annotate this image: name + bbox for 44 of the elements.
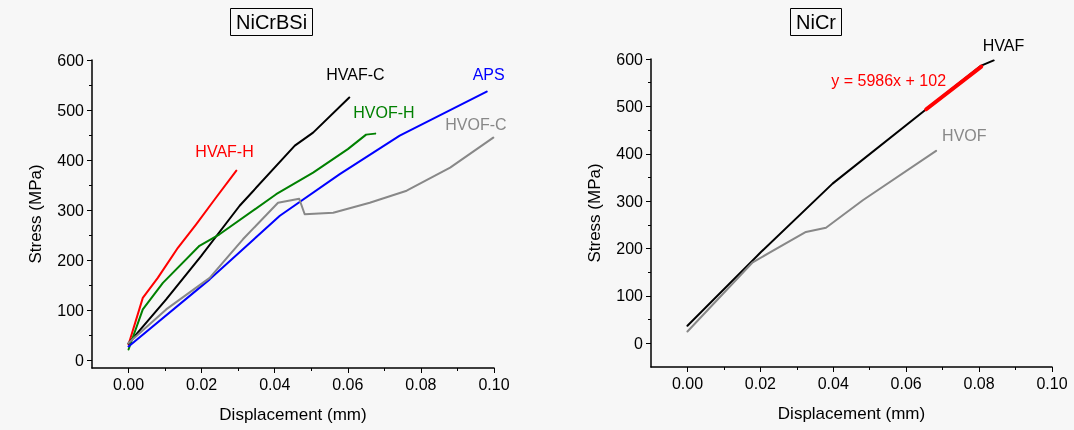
- series-label: y = 5986x + 102: [831, 72, 947, 90]
- x-tick-label: 0.06: [332, 375, 364, 393]
- y-tick-label: 200: [57, 251, 85, 269]
- x-tick-label: 0.00: [112, 375, 145, 393]
- x-axis-title: Displacement (mm): [219, 405, 367, 424]
- chart-title: NiCr: [796, 11, 837, 33]
- y-tick-label: 0: [75, 351, 85, 369]
- series-label: HVAF-H: [195, 143, 254, 161]
- x-tick-label: 0.00: [671, 374, 704, 392]
- series-label: HVAF: [982, 36, 1025, 54]
- y-tick-label: 600: [57, 51, 85, 69]
- x-tick-label: 0.02: [744, 374, 777, 392]
- chart-title: NiCrBSi: [236, 11, 308, 33]
- x-axis-title: Displacement (mm): [777, 404, 926, 423]
- y-tick-label: 600: [616, 50, 644, 68]
- line-series: [127, 132, 377, 351]
- y-tick-label: 200: [616, 240, 644, 258]
- y-tick-label: 300: [57, 201, 85, 219]
- line-series: [127, 136, 495, 344]
- series-label: APS: [472, 66, 505, 84]
- series-label: HVAF-C: [326, 66, 385, 84]
- x-tick-label: 0.08: [405, 375, 437, 393]
- x-tick-label: 0.02: [186, 375, 218, 393]
- y-tick-label: 400: [57, 151, 85, 169]
- series-label: HVOF-C: [445, 116, 507, 134]
- line-series: [686, 149, 938, 333]
- y-tick-label: 100: [57, 301, 85, 319]
- y-tick-label: 300: [616, 192, 644, 210]
- y-tick-label: 100: [616, 287, 644, 305]
- series-label: HVOF: [942, 127, 987, 145]
- y-axis-title: Stress (MPa): [26, 164, 45, 264]
- line-series: [127, 96, 351, 345]
- x-tick-label: 0.06: [890, 374, 922, 392]
- y-axis-title: Stress (MPa): [585, 163, 604, 263]
- series-label: HVOF-H: [353, 104, 415, 122]
- x-tick-label: 0.04: [259, 375, 291, 393]
- y-tick-label: 500: [57, 101, 85, 119]
- x-tick-label: 0.10: [1036, 374, 1068, 392]
- y-tick-label: 400: [616, 145, 644, 163]
- x-tick-label: 0.10: [478, 375, 510, 393]
- y-tick-label: 500: [616, 97, 644, 115]
- y-tick-label: 0: [634, 334, 644, 352]
- x-tick-label: 0.08: [963, 374, 995, 392]
- x-tick-label: 0.04: [817, 374, 849, 392]
